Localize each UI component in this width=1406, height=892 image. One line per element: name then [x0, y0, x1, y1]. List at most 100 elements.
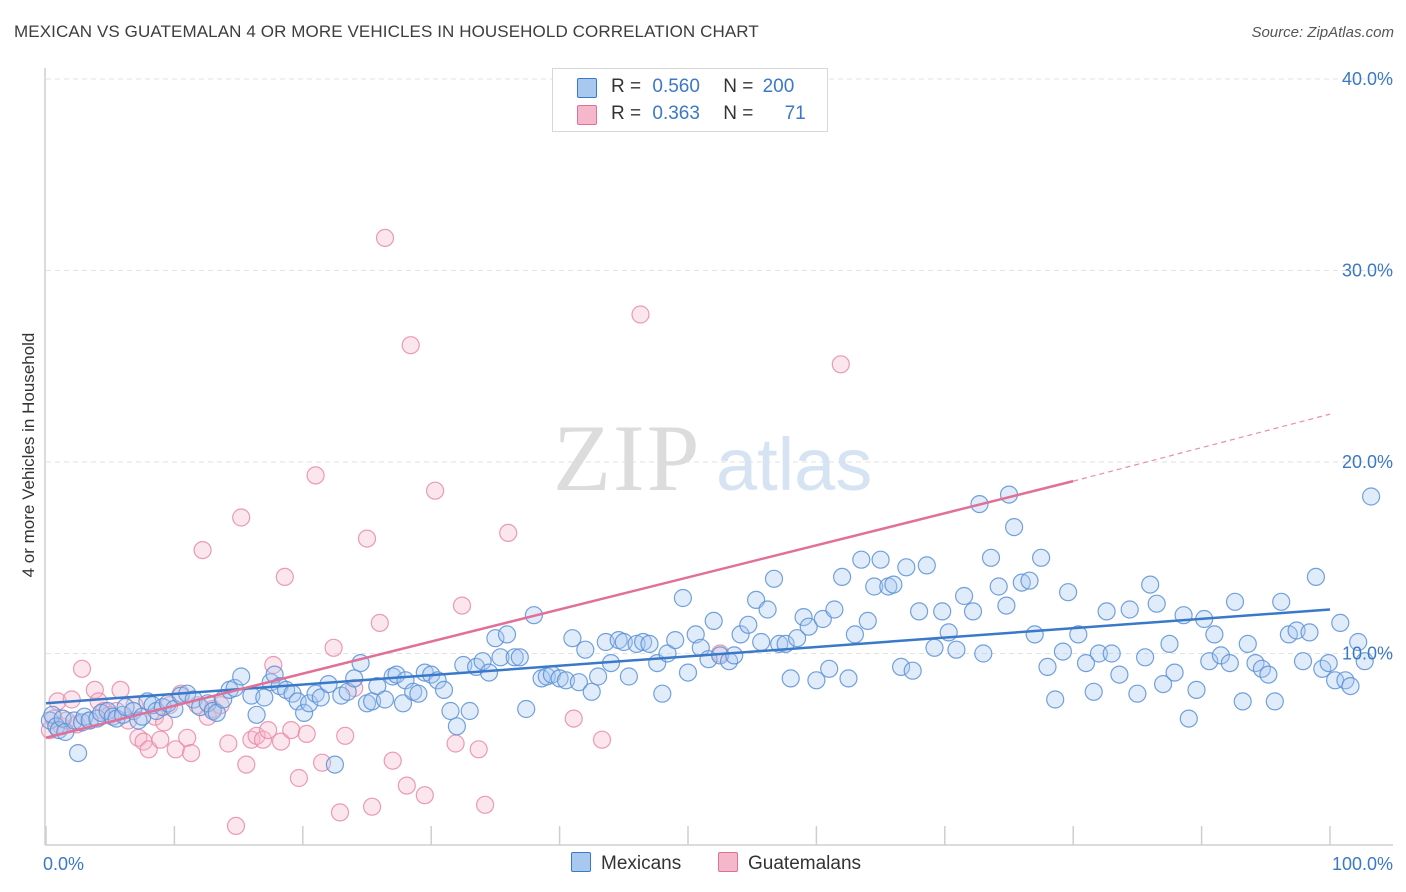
mexican-point: [486, 629, 505, 648]
guatemalan-point: [62, 690, 81, 709]
mexican-point: [375, 690, 395, 709]
guatemalan-point: [330, 803, 350, 822]
mexican-point: [325, 755, 344, 774]
mexican-point: [295, 703, 314, 723]
mexican-point: [897, 558, 916, 577]
mexican-point: [1141, 575, 1160, 594]
guatemalan-point: [631, 305, 650, 324]
guatemalan-point: [469, 740, 488, 759]
guatemalan-point: [178, 728, 197, 747]
y-tick-label: 10.0%: [1342, 644, 1393, 664]
bottom-legend-swatch-mexicans: [571, 852, 591, 872]
mexican-point: [300, 694, 319, 713]
mexican-point: [653, 684, 672, 703]
bottom-legend-label-guatemalans: Guatemalans: [748, 853, 862, 874]
mexican-point: [460, 701, 479, 721]
guatemalan-point: [111, 680, 130, 700]
mexican-point: [903, 661, 922, 680]
guatemalan-point: [259, 720, 278, 740]
bottom-legend-label-mexicans: Mexicans: [601, 853, 682, 874]
mexican-point: [640, 634, 659, 654]
mexican-point: [794, 607, 813, 627]
mexican-point: [1361, 487, 1381, 506]
trendline-mexicans: [45, 608, 1331, 705]
axes: [44, 68, 1393, 846]
mexican-point: [947, 640, 966, 659]
guatemalan-point: [151, 730, 170, 749]
mexican-point: [989, 577, 1008, 596]
mexican-point: [954, 586, 974, 606]
mexican-point: [447, 717, 466, 736]
mexican-point: [497, 625, 517, 644]
mexican-point: [1160, 634, 1179, 654]
mexican-point: [884, 575, 903, 594]
mexican-point: [865, 577, 884, 596]
guatemalan-point: [564, 709, 583, 728]
mexican-point: [1120, 600, 1139, 619]
mexican-point: [758, 600, 777, 619]
mexican-point: [845, 625, 865, 644]
watermark-atlas: atlas: [716, 423, 872, 506]
mexican-point: [582, 682, 601, 701]
mexican-point: [1349, 632, 1368, 652]
mexican-point: [1110, 665, 1129, 684]
trendline-guatemalans-extension: [1073, 413, 1331, 482]
mexican-point: [832, 567, 852, 587]
mexican-point: [1004, 517, 1024, 537]
guatemalan-point: [253, 730, 273, 749]
guatemalan-point: [452, 596, 472, 615]
guatemalan-point: [499, 523, 518, 543]
mexican-point: [1153, 674, 1173, 694]
mexican-point: [1076, 653, 1096, 673]
trendline-guatemalans: [45, 479, 1074, 739]
legend-n-label: N =: [723, 103, 754, 124]
mexican-point: [1128, 684, 1147, 703]
mexican-point: [1341, 676, 1360, 696]
bottom-legend-guatemalans: Guatemalans: [718, 852, 861, 875]
mexican-point: [1084, 682, 1103, 701]
source-credit: Source: ZipAtlas.com: [1251, 24, 1394, 41]
mexican-point: [619, 667, 639, 686]
mexican-point: [1046, 690, 1065, 709]
legend-n-label: N =: [723, 76, 754, 97]
mexican-point: [739, 615, 758, 634]
guatemalan-point: [324, 638, 343, 657]
guatemalan-point: [297, 724, 316, 744]
series-mexicans: [40, 485, 1381, 774]
mexican-point: [1265, 692, 1284, 711]
mexican-point: [731, 625, 750, 644]
guatemalan-point: [363, 797, 382, 816]
legend-r-value: 0.560: [652, 76, 700, 97]
guatemalan-point: [232, 508, 251, 527]
mexican-point: [491, 648, 510, 667]
guatemalan-point: [72, 659, 92, 678]
legend-r-label: R =: [611, 76, 642, 97]
mexican-point: [1200, 652, 1219, 671]
guatemalan-point: [375, 228, 395, 247]
guatemalan-point: [275, 567, 294, 587]
mexican-point: [974, 644, 993, 663]
mexican-point: [891, 657, 911, 677]
mexican-point: [393, 694, 413, 713]
x-tick-label: 100.0%: [1332, 854, 1393, 874]
mexican-point: [678, 663, 698, 682]
guatemalan-point: [306, 466, 325, 485]
mexican-point: [1179, 709, 1198, 728]
mexican-point: [633, 632, 653, 652]
mexican-point: [288, 692, 307, 711]
guatemalan-point: [182, 743, 201, 763]
mexican-point: [1272, 592, 1291, 611]
mexican-point: [909, 602, 929, 621]
mexican-point: [1165, 663, 1184, 682]
grid-lines: [46, 78, 1393, 654]
tick-labels: 10.0% 20.0% 30.0% 40.0% 0.0% 100.0%: [43, 69, 1393, 874]
watermark: ZIP atlas: [553, 405, 872, 511]
mexican-point: [1319, 653, 1338, 673]
y-axis-title: 4 or more Vehicles in Household: [19, 333, 38, 578]
mexican-point: [725, 646, 744, 665]
mexican-point: [563, 629, 582, 648]
guatemalan-point: [401, 336, 420, 355]
mexican-point: [510, 648, 529, 667]
mexican-point: [673, 588, 693, 608]
